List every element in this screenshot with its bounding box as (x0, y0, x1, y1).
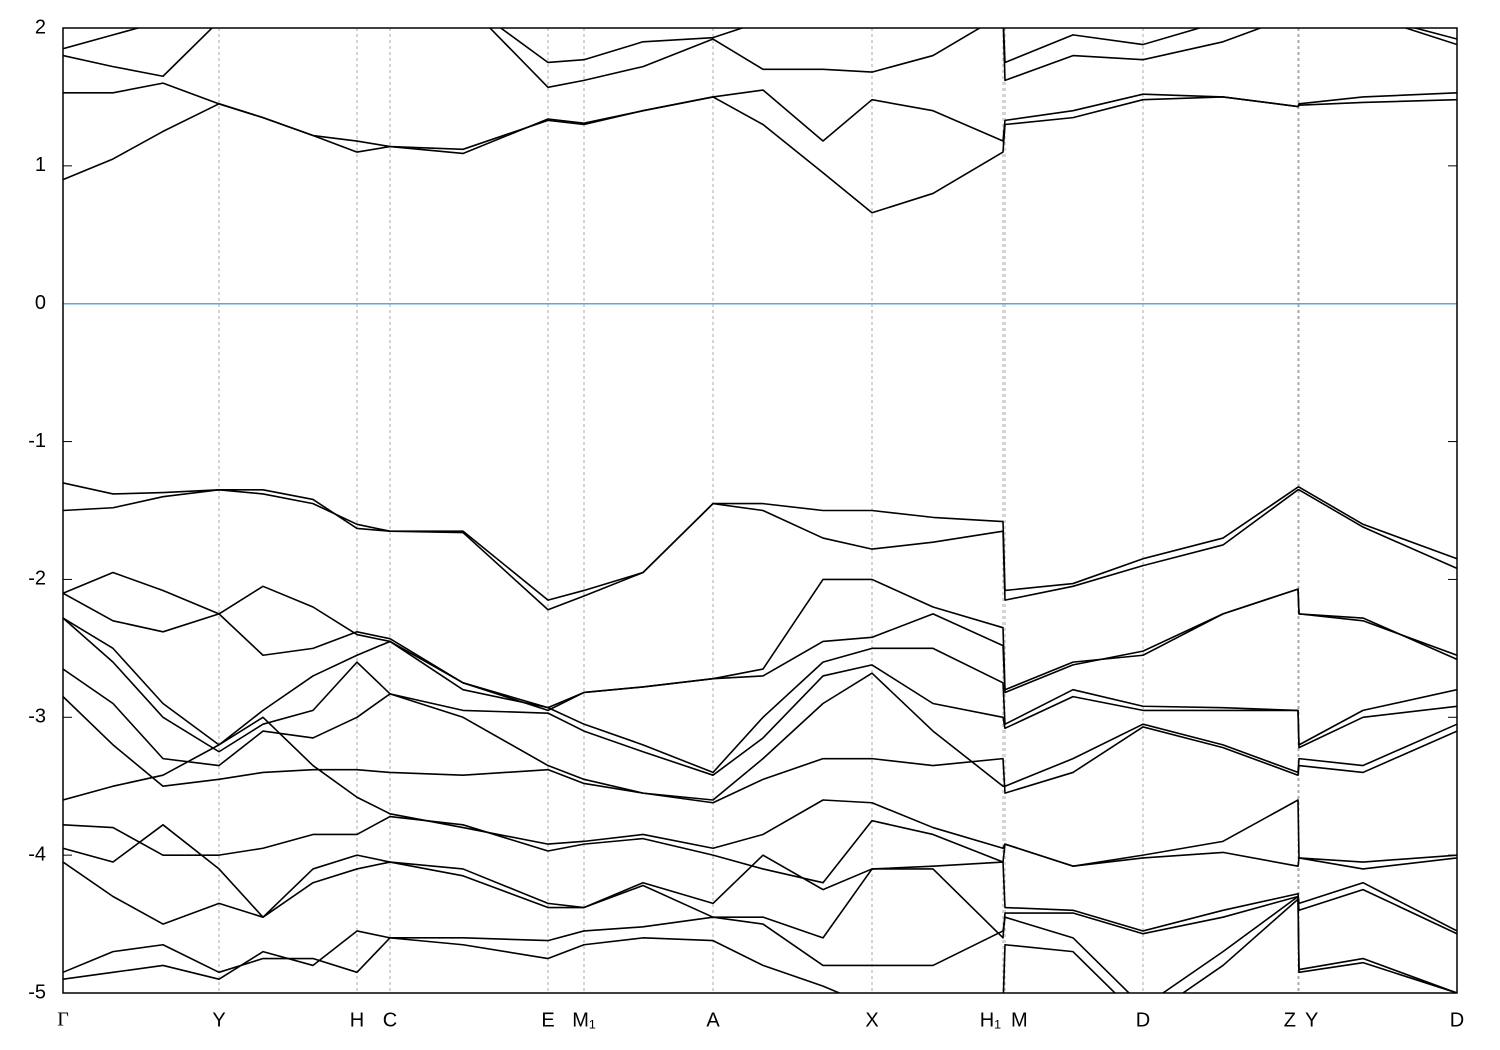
band-line (63, 28, 1457, 89)
band-line (63, 696, 1457, 804)
band-line (63, 716, 1457, 867)
x-tick-label: Γ (57, 1009, 69, 1031)
bands (63, 28, 1457, 993)
x-tick-label: C (383, 1009, 397, 1031)
x-tick-label: X (865, 1009, 878, 1031)
y-tick-label: -5 (28, 981, 46, 1003)
x-tick-label: E (541, 1009, 554, 1031)
y-tick-label: 1 (35, 154, 46, 176)
x-tick-label: D (1136, 1009, 1150, 1031)
y-tick-label: -1 (28, 430, 46, 452)
x-tick-label: M (1011, 1009, 1028, 1031)
band-line (63, 571, 1457, 712)
x-tick-label: H₁ (980, 1009, 1001, 1031)
band-line (63, 617, 1457, 776)
band-line (63, 668, 1457, 801)
x-tick-label: M₁ (572, 1009, 596, 1031)
band-line (63, 824, 1457, 932)
band-line (63, 617, 1457, 774)
x-tick-label: Y (212, 1009, 225, 1031)
y-tick-label: -2 (28, 568, 46, 590)
band-line (63, 815, 1457, 884)
plot-frame (62, 27, 1458, 994)
y-tick-label: -3 (28, 706, 46, 728)
x-tick-label: Y (1305, 1009, 1318, 1031)
y-tick-label: 2 (35, 16, 46, 38)
x-tick-label: A (706, 1009, 720, 1031)
band-line (63, 82, 1457, 155)
x-tick-label: Z (1284, 1009, 1296, 1031)
band-line (63, 588, 1457, 709)
band-line (63, 895, 1457, 993)
band-line (63, 489, 1457, 611)
band-line (63, 854, 1457, 939)
x-tick-label: H (350, 1009, 364, 1031)
y-tick-label: -4 (28, 843, 46, 865)
band-line (63, 482, 1457, 601)
y-tick-label: 0 (35, 292, 46, 314)
band-line (63, 96, 1457, 214)
x-tick-label: D (1450, 1009, 1464, 1031)
band-line (63, 898, 1457, 993)
band-line (63, 28, 1457, 64)
